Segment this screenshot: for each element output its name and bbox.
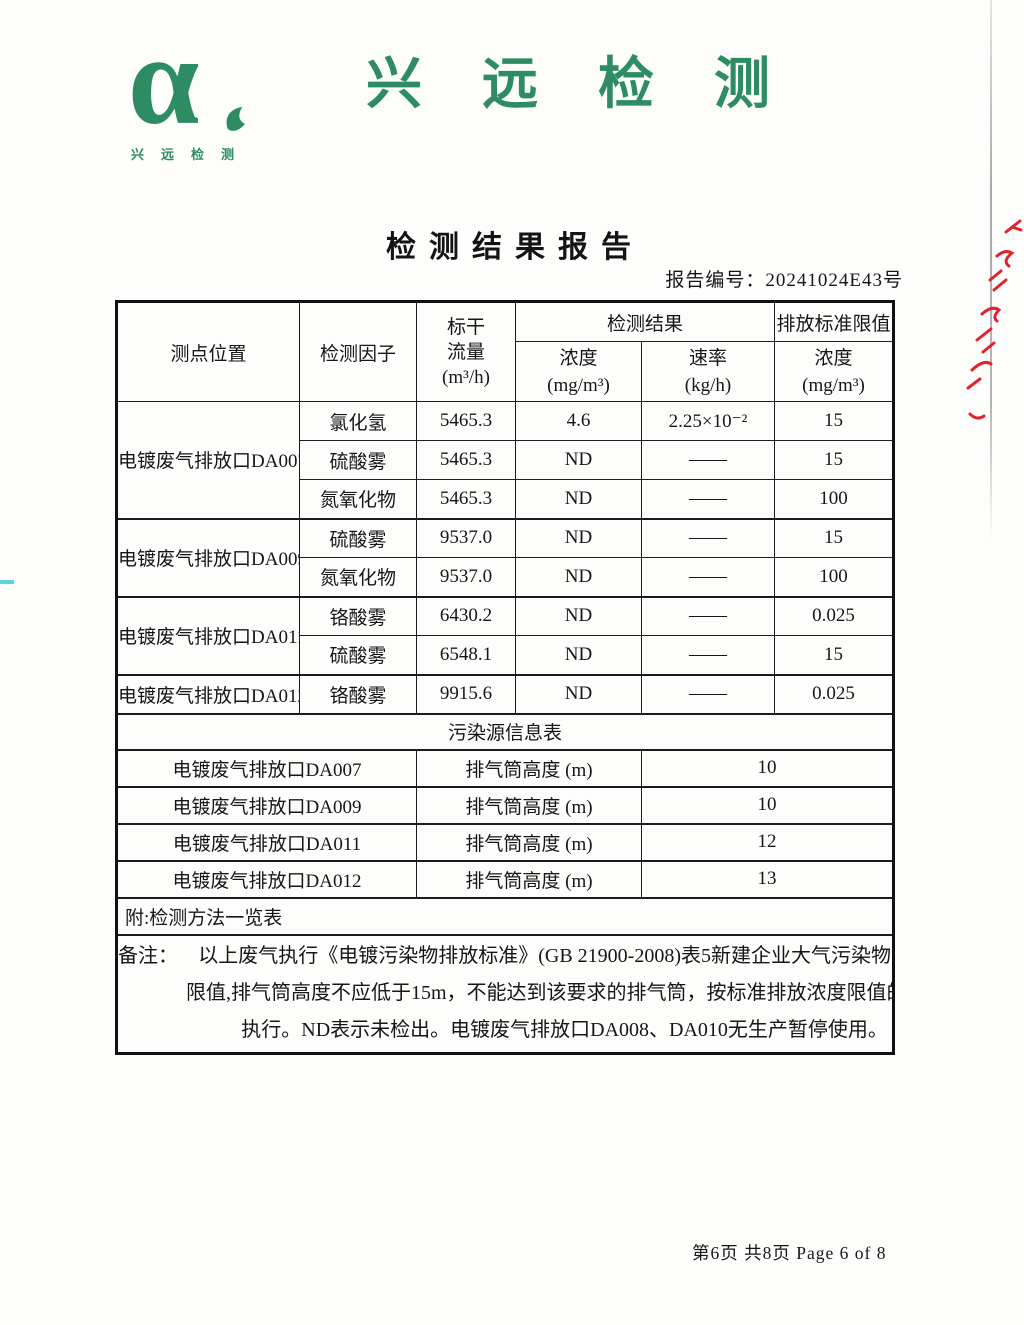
- attachment-note: 附:检测方法一览表: [115, 896, 895, 935]
- remark-cell: 备注： 以上废气执行《电镀污染物排放标准》(GB 21900-2008)表5新建…: [115, 933, 895, 1054]
- cell-conc: ND: [515, 517, 642, 558]
- header-concentration-unit: (mg/m³): [547, 374, 610, 396]
- report-number-value: 20241024E43号: [765, 270, 903, 291]
- cell-rate: ——: [640, 479, 776, 519]
- cell-limit: 15: [774, 401, 895, 441]
- cell-rate: ——: [640, 673, 776, 714]
- cell-rate: 2.25×10⁻²: [640, 401, 776, 441]
- cell-factor: 铬酸雾: [299, 673, 417, 714]
- cell-limit: 0.025: [774, 673, 895, 714]
- pollution-value: 12: [640, 822, 895, 861]
- cell-limit: 0.025: [774, 595, 895, 636]
- report-number-line: 报告编号：20241024E43号: [665, 265, 903, 292]
- page-number-footer: 第6页 共8页 Page 6 of 8: [692, 1243, 887, 1263]
- cell-flow: 9915.6: [416, 673, 516, 714]
- cell-limit: 15: [774, 635, 895, 675]
- cell-flow: 9537.0: [416, 557, 516, 597]
- cell-limit: 100: [774, 557, 895, 597]
- cell-factor: 氮氧化物: [299, 557, 417, 597]
- cell-conc: ND: [515, 673, 642, 714]
- remark-text: 以上废气执行《电镀污染物排放标准》(GB 21900-2008)表5新建企业大气…: [186, 938, 894, 1049]
- cell-rate: ——: [640, 635, 776, 675]
- pollution-param: 排气筒高度 (m): [416, 822, 642, 861]
- pollution-param: 排气筒高度 (m): [416, 859, 642, 898]
- cell-factor: 氯化氢: [299, 401, 417, 441]
- remark-line: 以上废气执行《电镀污染物排放标准》(GB 21900-2008)表5新建企业大气…: [198, 945, 894, 968]
- cell-conc: ND: [515, 440, 642, 480]
- cell-conc: ND: [515, 479, 642, 519]
- cell-location-da012: 电镀废气排放口DA012: [116, 673, 300, 714]
- header-flow-line2: 流量: [446, 341, 485, 363]
- cell-limit: 100: [774, 479, 895, 519]
- pollution-outlet: 电镀废气排放口DA012: [116, 859, 417, 898]
- cell-rate: ——: [640, 557, 776, 597]
- cell-flow: 6548.1: [416, 635, 516, 675]
- cell-flow: 5465.3: [416, 401, 516, 441]
- pollution-value: 13: [640, 859, 895, 898]
- pollution-outlet: 电镀废气排放口DA009: [116, 785, 417, 824]
- header-concentration: 浓度 (mg/m³): [515, 341, 642, 402]
- cell-conc: 4.6: [515, 401, 642, 441]
- cell-flow: 5465.3: [416, 440, 516, 480]
- cell-factor: 氮氧化物: [299, 479, 417, 519]
- report-number-label: 报告编号：: [665, 270, 766, 291]
- header-results-group: 检测结果: [514, 301, 776, 342]
- brand-logo-caption: 兴远检测: [131, 147, 252, 162]
- cell-conc: ND: [515, 595, 642, 636]
- remark-line: 限值,排气筒高度不应低于15m，不能达到该要求的排气筒，按标准排放浓度限值的50…: [186, 982, 894, 1005]
- cell-rate: ——: [640, 440, 776, 480]
- brand-header-title: 兴远检测: [366, 54, 830, 116]
- header-flow-line1: 标干: [446, 316, 485, 338]
- cell-factor: 硫酸雾: [299, 635, 417, 675]
- cell-location-da009: 电镀废气排放口DA009: [116, 517, 300, 597]
- pollution-param: 排气筒高度 (m): [416, 785, 642, 824]
- cell-flow: 5465.3: [416, 479, 516, 519]
- cell-limit: 15: [774, 517, 895, 558]
- brand-alpha-logo-wedge-icon: [226, 107, 245, 131]
- red-pen-marks: [966, 219, 1023, 420]
- cell-location-da011: 电镀废气排放口DA011: [116, 595, 300, 675]
- cell-conc: ND: [515, 635, 642, 675]
- cell-factor: 硫酸雾: [299, 517, 417, 558]
- pollution-outlet: 电镀废气排放口DA011: [116, 822, 417, 861]
- cell-factor: 铬酸雾: [299, 595, 417, 636]
- header-limit-group: 排放标准限值: [774, 301, 895, 342]
- document-title: 检测结果报告: [386, 231, 644, 264]
- pollution-value: 10: [640, 748, 895, 787]
- pollution-param: 排气筒高度 (m): [416, 748, 642, 787]
- header-limit-unit: (mg/m³): [802, 374, 865, 396]
- header-flow-unit: (m³/h): [442, 366, 490, 388]
- pollution-value: 10: [640, 785, 895, 824]
- pollution-outlet: 电镀废气排放口DA007: [116, 748, 417, 787]
- header-concentration-label: 浓度: [559, 347, 598, 369]
- header-factor: 检测因子: [299, 301, 417, 402]
- header-limit-label: 浓度: [814, 347, 853, 369]
- cell-flow: 6430.2: [416, 595, 516, 636]
- header-limit-concentration: 浓度 (mg/m³): [774, 341, 895, 402]
- header-rate: 速率 (kg/h): [640, 341, 776, 402]
- pollution-section-title: 污染源信息表: [115, 712, 895, 750]
- scan-edge-line: [990, 0, 992, 540]
- cyan-scan-mark: [0, 580, 14, 584]
- cell-rate: ——: [640, 517, 776, 558]
- cell-conc: ND: [515, 557, 642, 597]
- remark-line: 执行。ND表示未检出。电镀废气排放口DA008、DA010无生产暂停使用。: [241, 1019, 888, 1042]
- remark-label: 备注：: [118, 945, 178, 968]
- header-location: 测点位置: [116, 301, 300, 402]
- results-table: 测点位置 检测因子 标干 流量 (m³/h) 检测结果 排放标准限值 浓度 (m…: [115, 300, 896, 1055]
- header-rate-unit: (kg/h): [684, 374, 732, 396]
- cell-flow: 9537.0: [416, 517, 516, 558]
- cell-location-da007: 电镀废气排放口DA007: [116, 401, 300, 519]
- header-flow: 标干 流量 (m³/h): [416, 301, 516, 402]
- header-rate-label: 速率: [689, 347, 728, 369]
- cell-limit: 15: [774, 440, 895, 480]
- brand-alpha-logo-icon: α: [128, 9, 200, 151]
- cell-rate: ——: [640, 595, 776, 636]
- cell-factor: 硫酸雾: [299, 440, 417, 480]
